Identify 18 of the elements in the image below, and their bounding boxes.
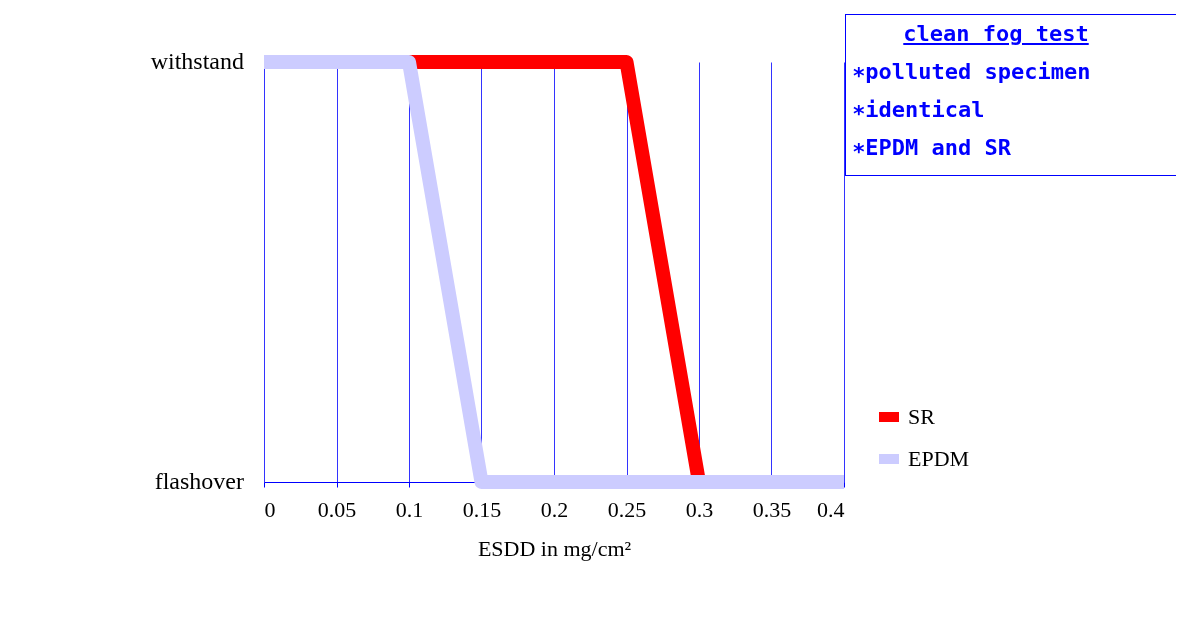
text: ∗EPDM and SR xyxy=(851,134,1012,162)
x-tick-label: 0.35 xyxy=(752,496,792,522)
x-tick-label: 0.15 xyxy=(462,496,502,522)
x-tick-label: 0.3 xyxy=(685,496,714,522)
x-tick-label: 0.1 xyxy=(395,496,424,522)
text: ∗identical xyxy=(851,96,986,124)
text: withstand xyxy=(150,48,244,74)
legend-label: SR xyxy=(908,404,936,429)
x-tick-label: 0.05 xyxy=(317,496,357,522)
legend-label: EPDM xyxy=(908,446,970,471)
x-tick-label: 0.25 xyxy=(607,496,647,522)
text: flashover xyxy=(154,468,245,494)
x-tick-label: 0.4 xyxy=(817,496,845,522)
text: ∗polluted specimen xyxy=(851,58,1092,86)
x-tick-label: 0.2 xyxy=(540,496,569,522)
x-axis-title: ESDD in mg/cm² xyxy=(477,535,632,561)
text: clean fog test xyxy=(902,20,1090,48)
x-tick-label: 0 xyxy=(264,496,276,522)
